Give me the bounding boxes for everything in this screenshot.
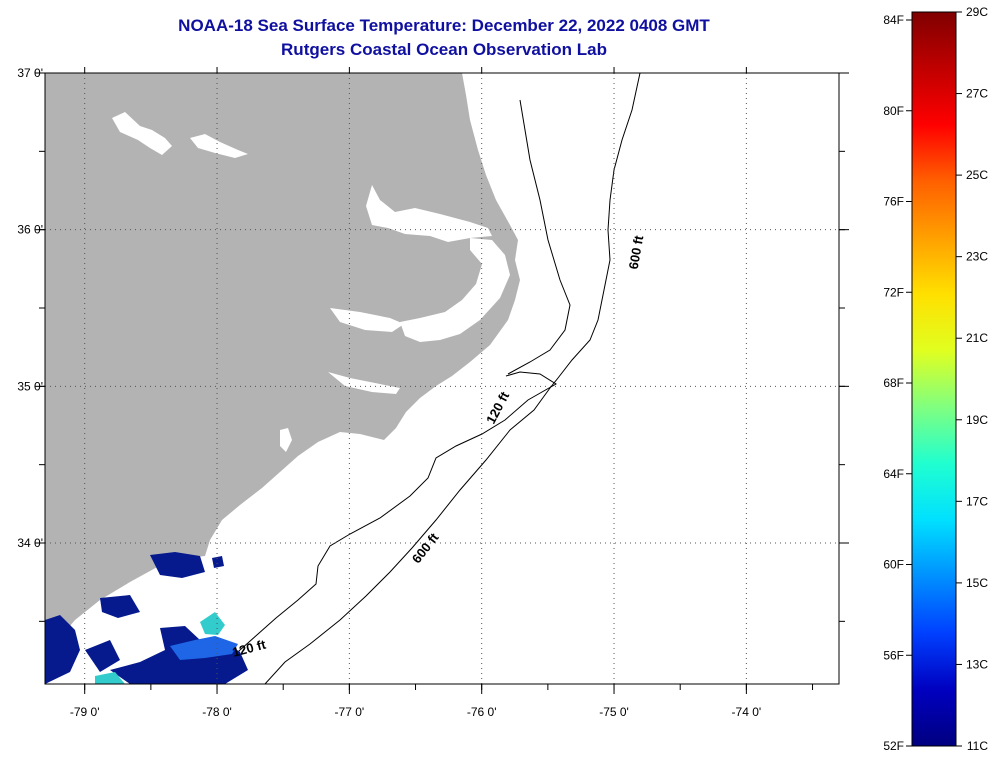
neuse-river <box>328 372 400 394</box>
lon-label-0: -79 0' <box>70 705 100 719</box>
albemarle-sound <box>366 185 492 242</box>
cbar-f-label-8: 52F <box>883 739 904 753</box>
sst-data <box>45 552 248 684</box>
cbar-c-label-3: 23C <box>966 250 988 264</box>
lat-label-0: 37 0' <box>17 66 43 80</box>
cbar-f-label-4: 68F <box>883 376 904 390</box>
lake-2 <box>190 134 248 158</box>
cbar-c-label-2: 25C <box>966 168 988 182</box>
contour-120ft <box>224 371 557 666</box>
cbar-c-label-8: 13C <box>966 657 988 671</box>
cbar-f-label-0: 84F <box>883 13 904 27</box>
cbar-c-label-5: 19C <box>966 413 988 427</box>
plot-frame <box>44 72 840 685</box>
contour-label-0: 600 ft <box>626 234 647 271</box>
axis-ticks <box>35 67 849 694</box>
pamlico-river <box>330 308 404 332</box>
cbar-f-label-5: 64F <box>883 467 904 481</box>
map-title: NOAA-18 Sea Surface Temperature: Decembe… <box>178 16 710 35</box>
lon-label-2: -77 0' <box>335 705 365 719</box>
cbar-f-label-3: 72F <box>883 285 904 299</box>
map-subtitle: Rutgers Coastal Ocean Observation Lab <box>281 40 607 59</box>
lat-label-2: 35 0' <box>17 379 43 393</box>
cbar-c-label-7: 15C <box>966 576 988 590</box>
grid-lines <box>45 73 839 684</box>
pamlico-sound <box>400 238 510 342</box>
colorbar-labels: 84F 80F 76F 72F 68F 64F 60F 56F 52F 29C 27C 25C 23C 2… <box>883 5 988 753</box>
lat-label-1: 36 0' <box>17 223 43 237</box>
cbar-c-label-9: 11C <box>967 739 988 753</box>
lon-label-1: -78 0' <box>202 705 232 719</box>
cbar-f-label-7: 56F <box>883 648 904 662</box>
lake-1 <box>112 112 172 155</box>
contour-600ft <box>264 73 641 684</box>
cbar-c-label-1: 27C <box>966 87 988 101</box>
colorbar <box>911 11 957 747</box>
lon-label-3: -76 0' <box>467 705 497 719</box>
cbar-c-label-6: 17C <box>966 494 988 508</box>
cbar-f-label-2: 76F <box>883 195 904 209</box>
cbar-c-label-4: 21C <box>966 331 988 345</box>
lat-label-3: 34 0' <box>17 536 43 550</box>
lon-label-5: -74 0' <box>732 705 762 719</box>
lon-label-4: -75 0' <box>599 705 629 719</box>
cape-fear-river <box>280 428 292 452</box>
shelf-line <box>507 99 571 375</box>
axis-labels: -79 0' -78 0' -77 0' -76 0' -75 0' -74 0' 37 0… <box>17 66 761 719</box>
cbar-f-label-1: 80F <box>883 104 904 118</box>
cbar-f-label-6: 60F <box>883 558 904 572</box>
cbar-c-label-0: 29C <box>966 5 988 19</box>
